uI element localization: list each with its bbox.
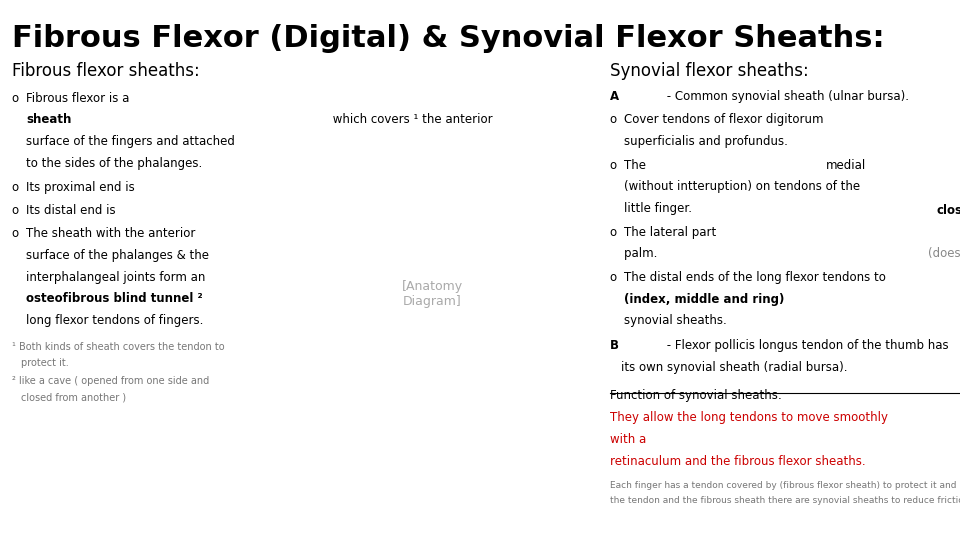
Text: Synovial flexor sheaths:: Synovial flexor sheaths: bbox=[610, 62, 808, 80]
Text: its own synovial sheath (radial bursa).: its own synovial sheath (radial bursa). bbox=[621, 361, 848, 374]
Text: o: o bbox=[12, 181, 18, 194]
Text: to the sides of the phalanges.: to the sides of the phalanges. bbox=[26, 157, 203, 170]
Text: ¹ Both kinds of sheath covers the tendon to: ¹ Both kinds of sheath covers the tendon… bbox=[12, 342, 224, 352]
Text: retinaculum and the fibrous flexor sheaths.: retinaculum and the fibrous flexor sheat… bbox=[610, 455, 865, 468]
Text: synovial sheaths.: synovial sheaths. bbox=[624, 314, 727, 327]
Text: B: B bbox=[610, 339, 618, 352]
Text: (without intteruption) on tendons of the: (without intteruption) on tendons of the bbox=[624, 180, 860, 193]
Text: superficialis and profundus.: superficialis and profundus. bbox=[624, 135, 788, 148]
Text: closed.: closed. bbox=[937, 204, 960, 217]
Text: the tendon and the fibrous sheath there are synovial sheaths to reduce friction.: the tendon and the fibrous sheath there … bbox=[610, 496, 960, 505]
Text: Fibrous flexor is a: Fibrous flexor is a bbox=[26, 92, 133, 105]
Text: - Common synovial sheath (ulnar bursa).: - Common synovial sheath (ulnar bursa). bbox=[662, 90, 908, 103]
Text: sheath: sheath bbox=[26, 113, 71, 126]
Text: - Flexor pollicis longus tendon of the thumb has: - Flexor pollicis longus tendon of the t… bbox=[662, 339, 948, 352]
Text: o: o bbox=[12, 92, 18, 105]
Text: osteofibrous blind tunnel ²: osteofibrous blind tunnel ² bbox=[26, 292, 203, 305]
Text: o: o bbox=[610, 159, 616, 172]
Text: interphalangeal joints form an: interphalangeal joints form an bbox=[26, 271, 205, 284]
Text: o: o bbox=[12, 227, 18, 240]
Text: Each finger has a tendon covered by (fibrous flexor sheath) to protect it and be: Each finger has a tendon covered by (fib… bbox=[610, 481, 960, 490]
Text: (doesn’t cover the 3 middle fingers): (doesn’t cover the 3 middle fingers) bbox=[927, 247, 960, 260]
Text: Fibrous Flexor (Digital) & Synovial Flexor Sheaths:: Fibrous Flexor (Digital) & Synovial Flex… bbox=[12, 24, 884, 53]
Text: little finger.: little finger. bbox=[624, 202, 696, 215]
Text: o: o bbox=[610, 271, 616, 284]
Text: medial: medial bbox=[827, 159, 867, 172]
Text: (index, middle and ring): (index, middle and ring) bbox=[624, 293, 784, 306]
Text: Fibrous flexor sheaths:: Fibrous flexor sheaths: bbox=[12, 62, 200, 80]
Text: The: The bbox=[624, 159, 650, 172]
Text: Its proximal end is: Its proximal end is bbox=[26, 181, 138, 194]
Text: They allow the long tendons to move smoothly: They allow the long tendons to move smoo… bbox=[610, 411, 888, 424]
Text: protect it.: protect it. bbox=[21, 358, 69, 368]
Text: closed from another ): closed from another ) bbox=[21, 393, 127, 403]
Text: The sheath with the anterior: The sheath with the anterior bbox=[26, 227, 195, 240]
Text: o: o bbox=[610, 226, 616, 239]
Text: which covers ¹ the anterior: which covers ¹ the anterior bbox=[329, 113, 493, 126]
Text: A: A bbox=[610, 90, 619, 103]
Text: with a: with a bbox=[610, 433, 650, 446]
Text: surface of the phalanges & the: surface of the phalanges & the bbox=[26, 249, 209, 262]
Text: palm.: palm. bbox=[624, 247, 661, 260]
Text: o: o bbox=[12, 204, 18, 217]
Text: o: o bbox=[610, 113, 616, 126]
Text: [Anatomy
Diagram]: [Anatomy Diagram] bbox=[401, 280, 463, 308]
Text: The distal ends of the long flexor tendons to: The distal ends of the long flexor tendo… bbox=[624, 271, 886, 284]
Text: Cover tendons of flexor digitorum: Cover tendons of flexor digitorum bbox=[624, 113, 824, 126]
Text: Its distal end is: Its distal end is bbox=[26, 204, 119, 217]
Text: ² like a cave ( opened from one side and: ² like a cave ( opened from one side and bbox=[12, 376, 208, 387]
Text: Function of synovial sheaths:: Function of synovial sheaths: bbox=[610, 389, 781, 402]
Text: long flexor tendons of fingers.: long flexor tendons of fingers. bbox=[26, 314, 204, 327]
Text: The lateral part: The lateral part bbox=[624, 226, 720, 239]
Text: surface of the fingers and attached: surface of the fingers and attached bbox=[26, 135, 235, 148]
